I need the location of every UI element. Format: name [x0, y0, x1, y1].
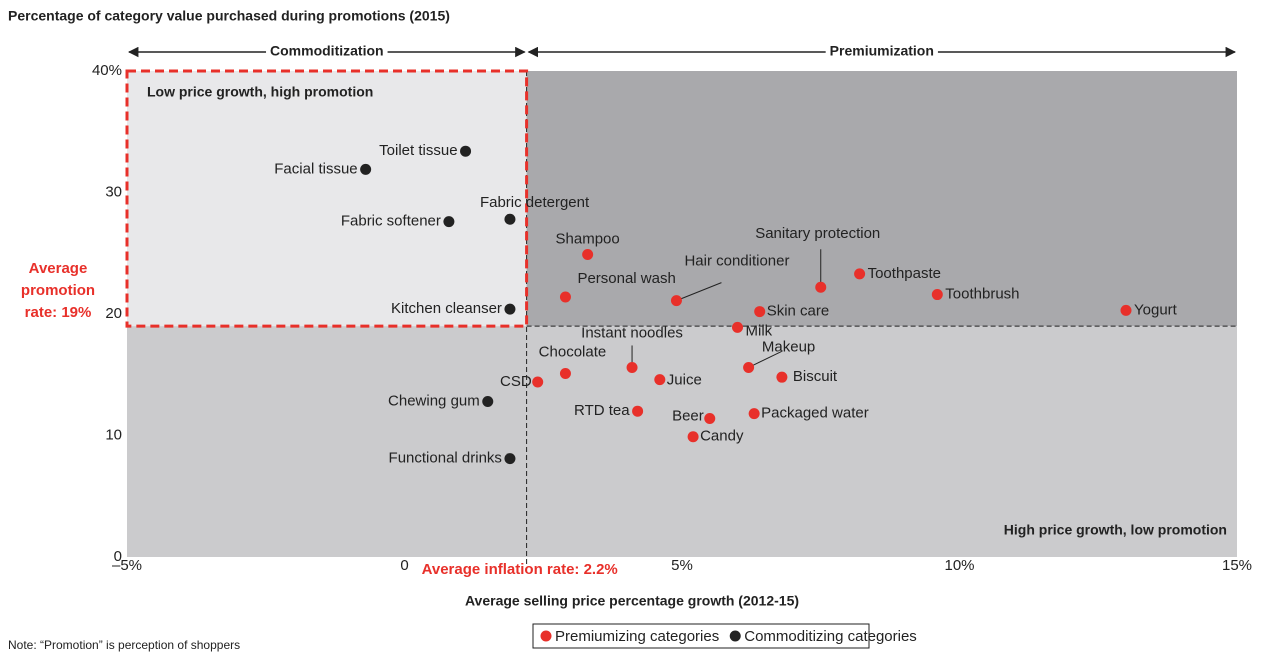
- point-label: Juice: [667, 372, 702, 389]
- point-label: Shampoo: [556, 230, 620, 247]
- leader-line: [676, 282, 722, 302]
- point-label: Hair conditioner: [684, 253, 789, 270]
- point: [815, 281, 827, 293]
- point: [582, 248, 594, 260]
- header-bg: [825, 42, 938, 59]
- legend-marker: [729, 630, 741, 642]
- point-label: Milk: [746, 322, 773, 339]
- point-label: Fabric softener: [341, 213, 441, 230]
- note: Note: “Promotion” is perception of shopp…: [8, 638, 240, 652]
- point-label: Chewing gum: [388, 392, 480, 409]
- point: [360, 163, 372, 175]
- point-label: Yogurt: [1134, 301, 1178, 318]
- quadrant-label: Low price growth, high promotion: [147, 84, 373, 100]
- point-label: Facial tissue: [274, 160, 357, 177]
- x-axis-title: Average selling price percentage growth …: [465, 593, 799, 609]
- point-label: CSD: [500, 373, 532, 390]
- point-label: Packaged water: [761, 405, 869, 422]
- point: [559, 291, 571, 303]
- point: [443, 216, 455, 228]
- point: [504, 453, 516, 465]
- point-label: Personal wash: [577, 270, 675, 287]
- point: [482, 395, 494, 407]
- quadrant-bg: [526, 71, 1237, 327]
- legend-marker: [540, 630, 552, 642]
- point: [732, 321, 743, 333]
- y-tick-label: 30: [105, 183, 122, 200]
- point: [704, 412, 716, 424]
- y-tick-label: 20: [105, 305, 122, 322]
- point-label: Fabric detergent: [480, 194, 590, 211]
- point: [931, 289, 943, 301]
- point-label: Sanitary protection: [755, 225, 880, 242]
- legend-box: [532, 623, 870, 649]
- x-tick-label: –5%: [112, 557, 142, 574]
- leader-line: [748, 351, 782, 368]
- x-tick-label: 15%: [1222, 557, 1252, 574]
- point-label: Biscuit: [793, 368, 838, 385]
- point: [776, 371, 788, 383]
- legend-label: Premiumizing categories: [555, 628, 719, 645]
- quadrant-bg: [127, 71, 527, 327]
- point: [460, 145, 472, 157]
- point: [670, 295, 682, 307]
- point: [748, 408, 760, 420]
- point: [559, 368, 571, 380]
- point: [632, 405, 644, 417]
- x-tick-label: 5%: [671, 557, 693, 574]
- quadrant-label: High price growth, low promotion: [1004, 522, 1227, 538]
- point: [626, 361, 638, 373]
- highlight-box: [125, 69, 529, 328]
- point-label: Chocolate: [539, 344, 607, 361]
- point-label: Instant noodles: [581, 324, 683, 341]
- header-label: Commoditization: [270, 43, 384, 59]
- quadrant-bg: [127, 326, 1237, 557]
- point: [743, 361, 755, 373]
- y-tick-label: 40%: [92, 62, 122, 79]
- y-tick-label: 0: [114, 548, 122, 565]
- point: [854, 268, 866, 280]
- y-tick-label: 10: [105, 426, 122, 443]
- point: [504, 213, 516, 225]
- x-tick-label: 0: [400, 557, 408, 574]
- point-label: Beer: [672, 407, 704, 424]
- point-label: Kitchen cleanser: [391, 300, 502, 317]
- point: [504, 303, 516, 315]
- point-label: Toothpaste: [868, 265, 941, 282]
- point: [654, 374, 666, 386]
- point: [754, 306, 766, 318]
- header-label: Premiumization: [830, 43, 934, 59]
- avg-promotion-label: Average promotion rate: 19%: [20, 260, 96, 321]
- point-label: Functional drinks: [389, 450, 502, 467]
- header-bg: [266, 42, 388, 59]
- point: [1120, 304, 1132, 316]
- point: [687, 431, 699, 443]
- point-label: Toothbrush: [945, 286, 1019, 303]
- point-label: Candy: [700, 428, 744, 445]
- avg-inflation-label: Average inflation rate: 2.2%: [422, 561, 618, 578]
- point-label: Makeup: [762, 338, 815, 355]
- x-tick-label: 10%: [944, 557, 974, 574]
- legend-label: Commoditizing categories: [744, 628, 917, 645]
- chart-title: Percentage of category value purchased d…: [8, 8, 450, 24]
- point-label: Toilet tissue: [379, 142, 457, 159]
- point-label: Skin care: [767, 303, 830, 320]
- point: [532, 376, 544, 388]
- point-label: RTD tea: [574, 402, 630, 419]
